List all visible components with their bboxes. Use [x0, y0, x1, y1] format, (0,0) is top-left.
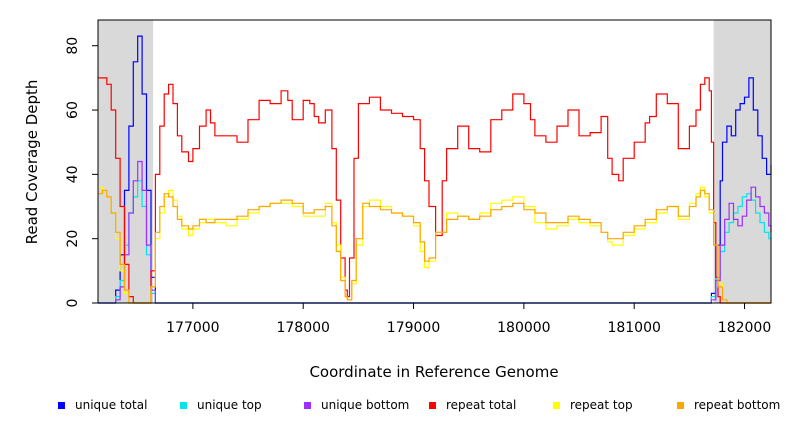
chart-legend: unique total unique top unique bottom re…: [0, 398, 792, 420]
legend-swatch: [304, 401, 311, 409]
legend-label: unique total: [75, 398, 148, 412]
legend-swatch: [553, 401, 560, 409]
x-tick-label: 177000: [166, 320, 219, 336]
x-tick-label: 181000: [607, 320, 660, 336]
shaded-region: [713, 20, 771, 303]
series-line-unique-total: [98, 35, 772, 304]
y-tick-label: 20: [65, 230, 81, 248]
legend-item-unique-top: unique top: [180, 398, 262, 412]
x-axis-label: Coordinate in Reference Genome: [309, 363, 558, 381]
y-tick-label: 60: [65, 101, 81, 119]
legend-item-repeat-bottom: repeat bottom: [677, 398, 780, 412]
legend-swatch: [429, 401, 436, 409]
series-lines: [98, 35, 772, 304]
legend-swatch: [58, 401, 65, 409]
legend-item-repeat-top: repeat top: [553, 398, 633, 412]
x-axis: 177000 178000 179000 180000 181000 182000: [166, 303, 771, 336]
series-line-repeat-total: [98, 77, 771, 304]
y-tick-label: 40: [65, 165, 81, 183]
x-tick-label: 182000: [718, 320, 771, 336]
shaded-regions: [98, 20, 771, 303]
legend-label: repeat bottom: [694, 398, 781, 412]
legend-label: repeat total: [446, 398, 517, 412]
x-tick-label: 179000: [387, 320, 440, 336]
x-tick-label: 180000: [497, 320, 550, 336]
y-tick-label: 80: [65, 37, 81, 55]
y-axis: 0 20 40 60 80: [65, 37, 98, 308]
series-line-unique-bottom: [98, 160, 772, 304]
legend-label: unique bottom: [321, 398, 410, 412]
legend-label: unique top: [197, 398, 262, 412]
legend-swatch: [180, 401, 187, 409]
legend-item-repeat-total: repeat total: [429, 398, 516, 412]
x-tick-label: 178000: [276, 320, 329, 336]
series-line-unique-top: [98, 180, 771, 304]
y-tick-label: 0: [65, 299, 81, 308]
series-line-repeat-bottom: [98, 189, 771, 304]
y-axis-label: Read Coverage Depth: [23, 80, 41, 245]
series-line-repeat-top: [98, 186, 771, 304]
legend-item-unique-total: unique total: [58, 398, 147, 412]
shaded-region: [98, 20, 154, 303]
legend-item-unique-bottom: unique bottom: [304, 398, 409, 412]
legend-label: repeat top: [570, 398, 633, 412]
plot-frame: [97, 19, 772, 304]
legend-swatch: [677, 401, 684, 409]
